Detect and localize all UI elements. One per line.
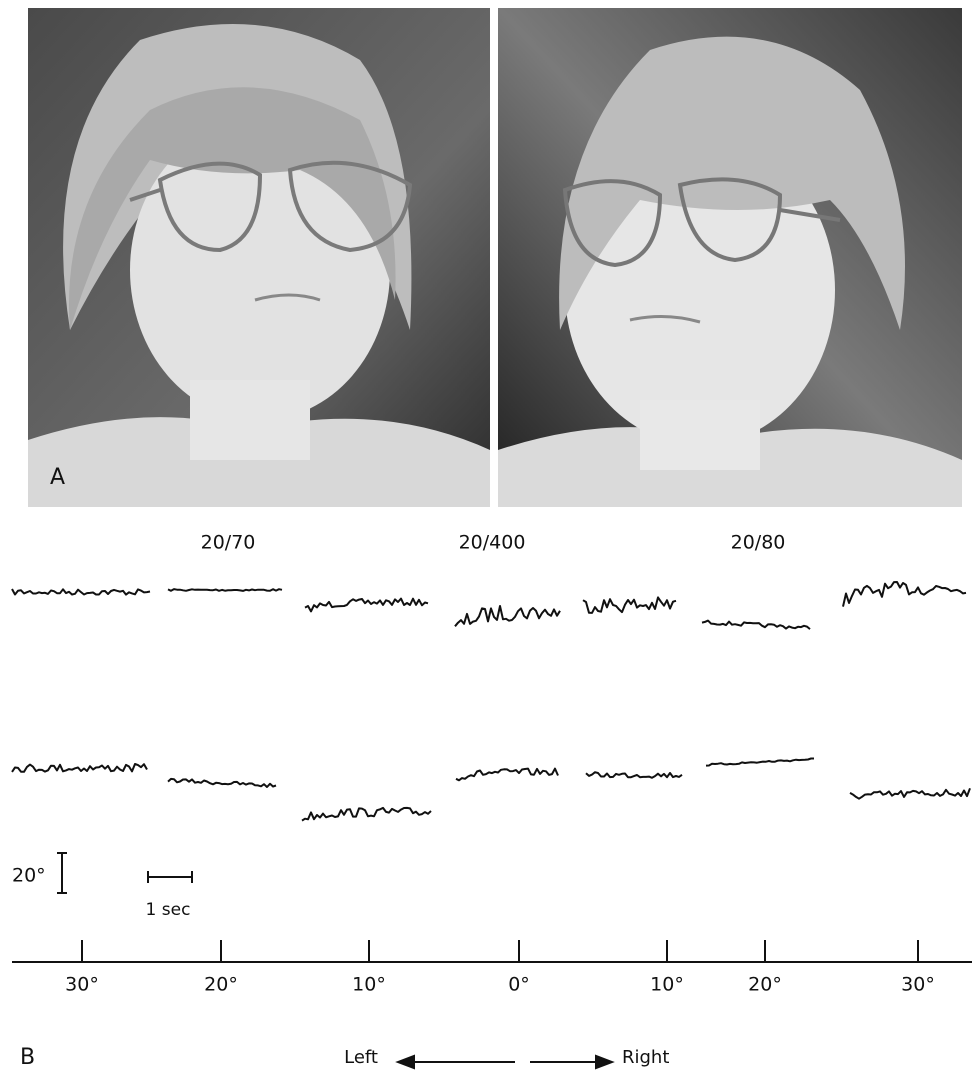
- axis-tick-label: 20°: [748, 974, 782, 996]
- eye-trace: [842, 581, 967, 607]
- axis-tick-label: 0°: [508, 974, 530, 996]
- axis-tick-label: 30°: [901, 974, 935, 996]
- eye-trace: [167, 588, 283, 592]
- eye-trace: [167, 777, 277, 788]
- photo-right: [498, 8, 962, 507]
- acuity-label: 20/70: [201, 532, 256, 554]
- panel-label: B: [20, 1045, 35, 1070]
- eye-trace: [301, 806, 432, 822]
- axis-tick-label: 30°: [65, 974, 99, 996]
- panel-label: A: [50, 465, 65, 490]
- axis-tick-label: 10°: [650, 974, 684, 996]
- eye-trace: [11, 763, 148, 773]
- time-scale-bar: [147, 871, 193, 883]
- eye-trace: [454, 605, 561, 627]
- direction-arrows: [395, 1054, 615, 1070]
- acuity-label: 20/80: [731, 532, 786, 554]
- eye-trace: [849, 787, 971, 800]
- time-scale-label: 1 sec: [146, 900, 191, 920]
- eye-trace: [582, 596, 677, 614]
- photo-left: [28, 8, 490, 507]
- vertical-scale-label: 20°: [12, 865, 46, 887]
- axis-tick-label: 20°: [204, 974, 238, 996]
- acuity-label: 20/400: [459, 532, 526, 554]
- direction-left: Left: [344, 1047, 378, 1068]
- eye-trace: [455, 767, 559, 782]
- eye-trace: [11, 588, 151, 596]
- eye-trace: [705, 757, 814, 767]
- vertical-scale-bar: [57, 852, 67, 894]
- eye-trace: [585, 771, 683, 779]
- direction-right: Right: [622, 1047, 669, 1068]
- eye-traces: [11, 581, 971, 822]
- eye-trace: [701, 619, 811, 630]
- eye-trace: [304, 597, 429, 613]
- axis-tick-label: 10°: [352, 974, 386, 996]
